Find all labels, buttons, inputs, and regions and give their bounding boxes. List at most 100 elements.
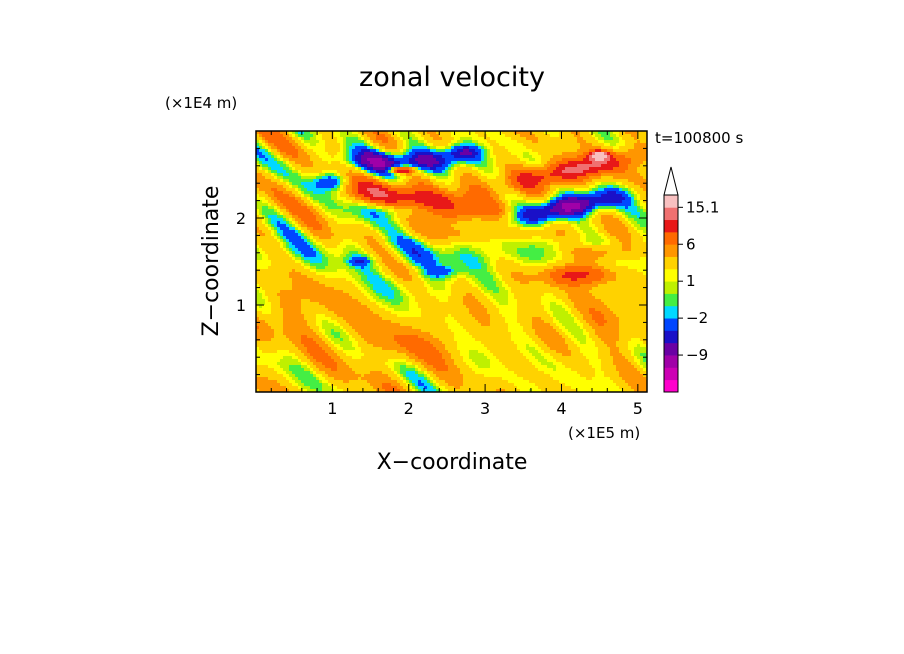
field-cell (352, 236, 356, 240)
field-cell (400, 134, 404, 138)
field-cell (601, 203, 605, 207)
field-cell (397, 155, 401, 159)
field-cell (406, 206, 410, 210)
field-cell (634, 242, 638, 246)
field-cell (328, 206, 332, 210)
field-cell (481, 239, 485, 243)
field-cell (283, 131, 287, 135)
field-cell (637, 218, 641, 222)
field-cell (391, 167, 395, 171)
field-cell (334, 167, 338, 171)
field-cell (628, 212, 632, 216)
field-cell (478, 212, 482, 216)
field-cell (313, 218, 317, 222)
field-cell (529, 209, 533, 213)
field-cell (367, 131, 371, 135)
field-cell (580, 155, 584, 159)
field-cell (640, 140, 644, 144)
field-cell (289, 200, 293, 204)
field-cell (634, 155, 638, 159)
field-cell (511, 146, 515, 150)
field-cell (376, 203, 380, 207)
field-cell (502, 242, 506, 246)
field-cell (346, 194, 350, 198)
field-cell (367, 149, 371, 153)
field-cell (556, 164, 560, 168)
field-cell (448, 152, 452, 156)
field-cell (586, 239, 590, 243)
field-cell (340, 218, 344, 222)
field-cell (412, 134, 416, 138)
field-cell (562, 242, 566, 246)
field-cell (328, 224, 332, 228)
field-cell (271, 233, 275, 237)
field-cell (391, 188, 395, 192)
field-cell (343, 164, 347, 168)
field-cell (370, 173, 374, 177)
field-cell (466, 155, 470, 159)
field-cell (490, 212, 494, 216)
field-cell (487, 242, 491, 246)
field-cell (343, 212, 347, 216)
field-cell (433, 200, 437, 204)
field-cell (352, 206, 356, 210)
field-cell (400, 146, 404, 150)
field-cell (478, 149, 482, 153)
field-cell (637, 194, 641, 198)
field-cell (571, 179, 575, 183)
field-cell (289, 242, 293, 246)
field-cell (442, 137, 446, 141)
field-cell (568, 182, 572, 186)
field-cell (316, 182, 320, 186)
field-cell (616, 182, 620, 186)
field-cell (613, 215, 617, 219)
field-cell (604, 137, 608, 141)
field-cell (604, 206, 608, 210)
field-cell (364, 191, 368, 195)
field-cell (538, 212, 542, 216)
field-cell (307, 233, 311, 237)
field-cell (583, 164, 587, 168)
field-cell (634, 215, 638, 219)
field-cell (346, 242, 350, 246)
field-cell (619, 152, 623, 156)
field-cell (475, 158, 479, 162)
field-cell (319, 224, 323, 228)
field-cell (364, 236, 368, 240)
field-cell (439, 131, 443, 135)
field-cell (283, 215, 287, 219)
field-cell (622, 131, 626, 135)
field-cell (310, 173, 314, 177)
field-cell (328, 167, 332, 171)
field-cell (388, 242, 392, 246)
field-cell (562, 236, 566, 240)
field-cell (517, 194, 521, 198)
field-cell (256, 170, 260, 174)
field-cell (424, 236, 428, 240)
field-cell (526, 182, 530, 186)
field-cell (367, 188, 371, 192)
field-cell (493, 161, 497, 165)
field-cell (322, 191, 326, 195)
field-cell (421, 242, 425, 246)
field-cell (583, 170, 587, 174)
field-cell (289, 236, 293, 240)
field-cell (361, 200, 365, 204)
field-cell (385, 143, 389, 147)
field-cell (475, 212, 479, 216)
field-cell (478, 227, 482, 231)
field-cell (517, 170, 521, 174)
field-cell (427, 164, 431, 168)
field-cell (517, 167, 521, 171)
field-cell (598, 209, 602, 213)
field-cell (334, 173, 338, 177)
field-cell (469, 209, 473, 213)
field-cell (415, 158, 419, 162)
field-cell (364, 203, 368, 207)
field-cell (379, 221, 383, 225)
field-cell (469, 233, 473, 237)
field-cell (358, 194, 362, 198)
field-cell (454, 203, 458, 207)
field-cell (382, 182, 386, 186)
field-cell (547, 206, 551, 210)
